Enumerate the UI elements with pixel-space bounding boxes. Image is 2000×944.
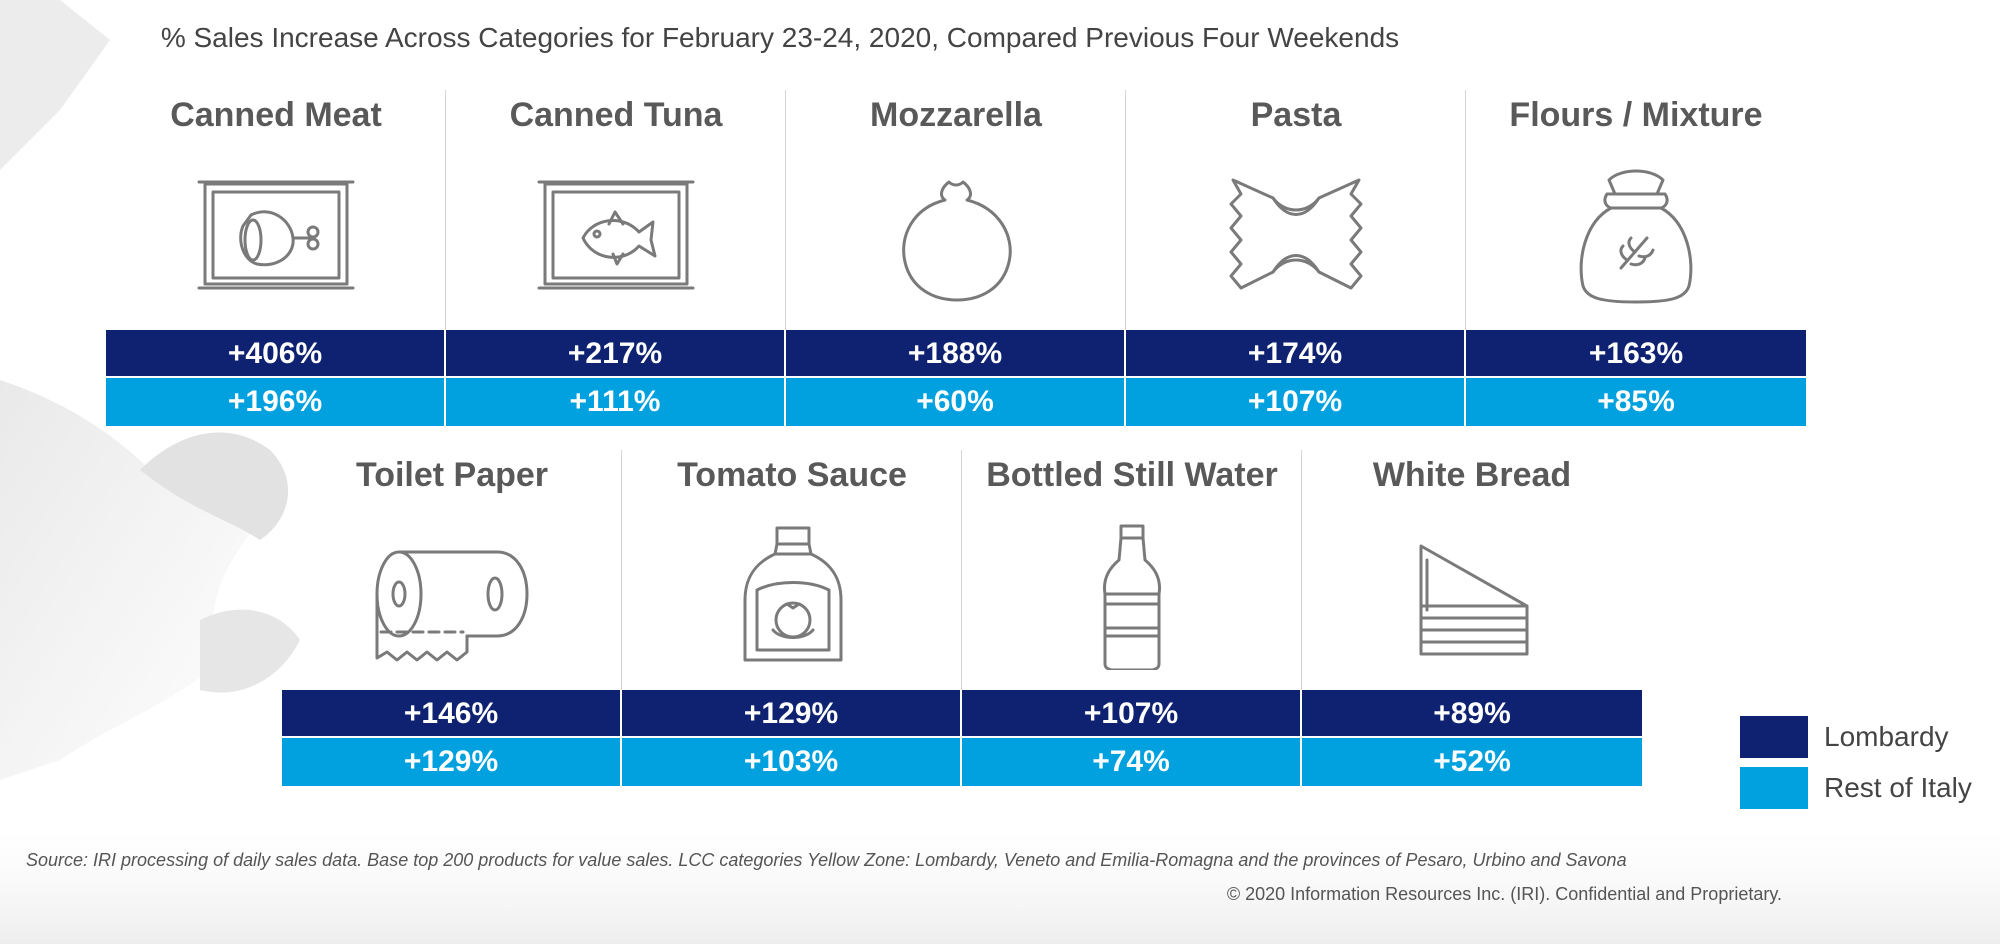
lombardy-value: +174% <box>1126 330 1466 378</box>
rest-of-italy-value: +60% <box>786 378 1126 426</box>
category-label: Canned Tuna <box>509 96 723 134</box>
mozzarella-icon <box>786 140 1126 330</box>
rest-of-italy-value: +85% <box>1466 378 1806 426</box>
canned-tuna-icon <box>446 140 786 330</box>
rest-of-italy-value: +52% <box>1302 738 1642 786</box>
tomato-sauce-icon <box>622 500 962 690</box>
lombardy-value: +217% <box>446 330 786 378</box>
lombardy-value: +129% <box>622 690 962 738</box>
category-label: Mozzarella <box>870 96 1042 134</box>
category-label: Toilet Paper <box>355 456 549 494</box>
legend-swatch-lombardy <box>1740 716 1808 758</box>
rest-of-italy-value: +196% <box>106 378 446 426</box>
category-label: Canned Meat <box>170 96 382 134</box>
category-column-canned-tuna: Canned Tuna +217% +111% <box>446 90 786 426</box>
chart-title: % Sales Increase Across Categories for F… <box>160 22 1400 53</box>
lombardy-value: +406% <box>106 330 446 378</box>
rest-of-italy-value: +74% <box>962 738 1302 786</box>
legend-swatch-rest-of-italy <box>1740 767 1808 809</box>
rest-of-italy-value: +103% <box>622 738 962 786</box>
source-note: Source: IRI processing of daily sales da… <box>26 850 1627 870</box>
rest-of-italy-value: +107% <box>1126 378 1466 426</box>
category-column-pasta: Pasta +174% +107% <box>1126 90 1466 426</box>
flour-sack-icon <box>1466 140 1806 330</box>
category-column-flours-mixture: Flours / Mixture +163% +85% <box>1466 90 1806 426</box>
legend-label-rest-of-italy: Rest of Italy <box>1824 772 1972 803</box>
lombardy-value: +146% <box>282 690 622 738</box>
category-label: Flours / Mixture <box>1509 96 1763 134</box>
category-column-toilet-paper: Toilet Paper +146% +129% <box>282 450 622 786</box>
copyright-note: © 2020 Information Resources Inc. (IRI).… <box>1226 884 1782 904</box>
legend: Lombardy Rest of Italy <box>1740 713 1972 815</box>
column-divider <box>445 90 446 330</box>
category-label: Tomato Sauce <box>677 456 907 494</box>
category-column-mozzarella: Mozzarella +188% +60% <box>786 90 1126 426</box>
category-label: White Bread <box>1372 456 1572 494</box>
pasta-icon <box>1126 140 1466 330</box>
category-column-white-bread: White Bread +89% +52% <box>1302 450 1642 786</box>
category-row-2: Toilet Paper +146% +129% Tomato Sauce +129% +… <box>282 450 1642 786</box>
column-divider <box>961 450 962 690</box>
column-divider <box>1301 450 1302 690</box>
legend-item-rest-of-italy: Rest of Italy <box>1740 764 1972 812</box>
lombardy-value: +107% <box>962 690 1302 738</box>
rest-of-italy-value: +111% <box>446 378 786 426</box>
category-column-canned-meat: Canned Meat +406% +196% <box>106 90 446 426</box>
lombardy-value: +188% <box>786 330 1126 378</box>
column-divider <box>1125 90 1126 330</box>
white-bread-icon <box>1302 500 1642 690</box>
column-divider <box>621 450 622 690</box>
lombardy-value: +89% <box>1302 690 1642 738</box>
canned-meat-icon <box>106 140 446 330</box>
category-column-tomato-sauce: Tomato Sauce +129% +103% <box>622 450 962 786</box>
category-label: Pasta <box>1250 96 1342 134</box>
rest-of-italy-value: +129% <box>282 738 622 786</box>
column-divider <box>1465 90 1466 330</box>
column-divider <box>785 90 786 330</box>
legend-label-lombardy: Lombardy <box>1824 721 1949 752</box>
lombardy-value: +163% <box>1466 330 1806 378</box>
category-row-1: Canned Meat +406% +196% Canned Tuna +217% +11… <box>106 90 1806 426</box>
legend-item-lombardy: Lombardy <box>1740 713 1972 761</box>
toilet-paper-icon <box>282 500 622 690</box>
category-label: Bottled Still Water <box>986 456 1278 494</box>
water-bottle-icon <box>962 500 1302 690</box>
category-column-bottled-still-water: Bottled Still Water +107% +74% <box>962 450 1302 786</box>
